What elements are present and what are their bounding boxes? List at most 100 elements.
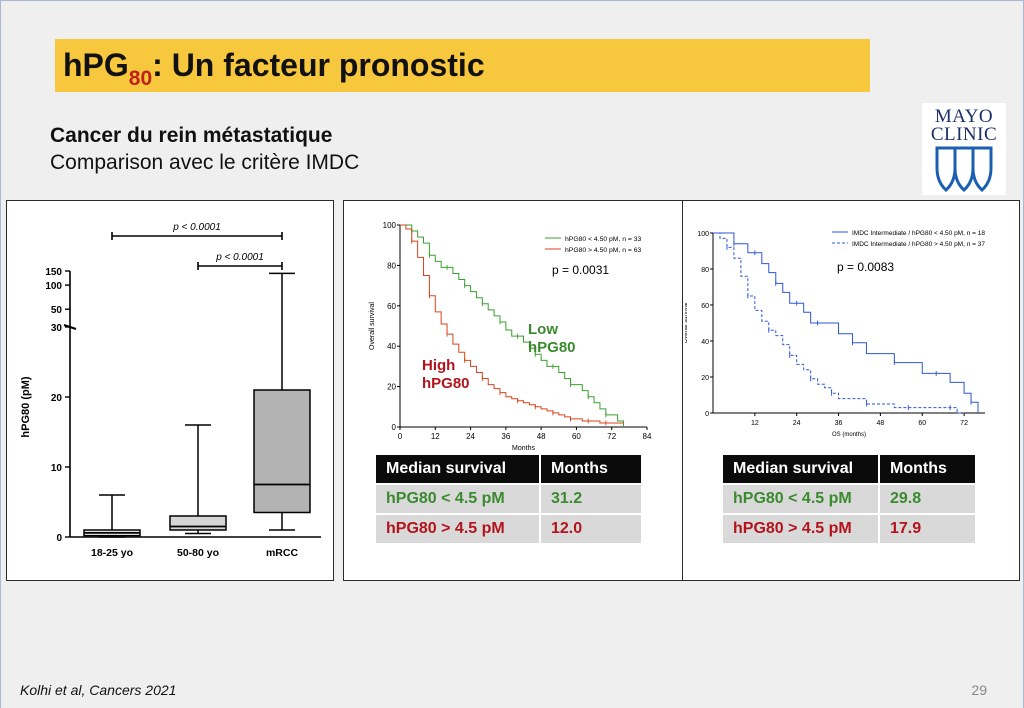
x-tick-label: 36 [501,432,510,441]
box [253,389,311,514]
y-tick-label: 80 [387,261,396,270]
table-row: hPG80 > 4.5 pM 12.0 [376,515,641,543]
frame-line-left [0,0,1,708]
table-cell: 31.2 [541,485,641,513]
y-tick-label: 20 [51,393,63,404]
y-tick-label: 100 [383,221,397,230]
x-tick-label: mRCC [266,547,299,559]
y-axis-label: hPG80 (pM) [20,376,32,437]
y-axis-label: Overall survival [369,302,376,350]
p-value-label: p = 0.0083 [837,260,894,274]
y-tick-label: 40 [701,339,709,346]
title-bar [55,39,870,92]
survival-curve [400,224,624,427]
boxplot-panel: 0 10 20 30 50 100 150 hPG80 (pM) 18-25 yo 50-80 y… [6,200,334,581]
x-tick-label: 48 [876,420,884,427]
y-tick-label: 150 [45,267,62,278]
frame-line-top [0,0,1024,1]
mayo-clinic-logo: MAYO CLINIC [922,103,1006,195]
legend-label: IMDC Intermediate / hPG80 < 4.50 pM, n =… [852,230,985,237]
table-cell: 29.8 [880,485,975,513]
y-tick-label: 20 [701,375,709,382]
table-cell: hPG80 > 4.5 pM [376,515,539,543]
table-cell: hPG80 > 4.5 pM [723,515,878,543]
subtitle-bold: Cancer du rein métastatique [50,124,333,147]
km-panel-1: 0 20 40 60 80 100 0 12 24 36 48 60 72 84 Months Overall… [343,200,684,581]
y-tick-label: 0 [56,533,62,544]
x-tick-label: 60 [572,432,581,441]
p-value-label: p < 0.0001 [172,222,221,233]
curve-label: High [422,357,455,374]
p-value-label: p = 0.0031 [552,263,609,277]
y-tick-label: 0 [392,423,397,432]
km-chart-2: 0 20 40 60 80 100 12 24 36 48 60 72 OS (months) Overa… [685,215,1011,443]
table-header: Months [880,455,975,483]
y-tick-label: 10 [51,463,63,474]
table-header: Months [541,455,641,483]
x-tick-label: 12 [751,420,759,427]
table-header-row: Median survival Months [376,455,641,483]
table-row: hPG80 < 4.5 pM 31.2 [376,485,641,513]
median-table-2: Median survival Months hPG80 < 4.5 pM 29… [721,453,977,545]
y-tick-label: 40 [387,342,396,351]
x-axis-label: OS (months) [832,432,866,438]
km-chart-1: 0 20 40 60 80 100 0 12 24 36 48 60 72 84 Months Overall… [350,208,670,453]
logo-word-1: MAYO [934,106,994,127]
y-tick-label: 0 [705,411,709,418]
x-tick-label: 72 [607,432,616,441]
x-tick-label: 48 [537,432,546,441]
survival-curve [713,232,965,414]
x-tick-label: 60 [918,420,926,427]
table-header-row: Median survival Months [723,455,975,483]
curve-label: hPG80 [422,375,470,392]
curve-label: Low [528,321,558,338]
legend-label: IMDC Intermediate / hPG80 > 4.50 pM, n =… [852,241,985,248]
title-rest: : Un facteur pronostic [152,47,485,83]
x-tick-label: 50-80 yo [177,547,219,559]
x-axis-label: Months [512,445,535,452]
p-value-label: p < 0.0001 [215,252,264,263]
y-axis-label: Overall survival [685,302,689,343]
y-tick-label: 100 [697,231,709,238]
legend-label: hPG80 < 4.50 pM, n = 33 [565,236,642,243]
title-subscript: 80 [128,67,153,90]
y-tick-label: 100 [45,281,62,292]
table-row: hPG80 > 4.5 pM 17.9 [723,515,975,543]
shield-icon [935,146,993,192]
survival-curve [713,232,979,413]
y-tick-label: 30 [51,323,63,334]
y-tick-label: 60 [701,303,709,310]
x-tick-label: 12 [431,432,440,441]
x-tick-label: 24 [466,432,475,441]
x-tick-label: 36 [835,420,843,427]
x-tick-label: 72 [960,420,968,427]
x-tick-label: 18-25 yo [91,547,133,559]
subtitle: Comparison avec le critère IMDC [50,151,360,174]
curve-label: hPG80 [528,339,576,356]
title-main: hPG [63,47,129,83]
slide-title: hPG80: Un facteur pronostic [63,47,485,90]
x-tick-label: 24 [793,420,801,427]
median-table-1: Median survival Months hPG80 < 4.5 pM 31… [374,453,643,545]
x-tick-label: 84 [643,432,652,441]
legend-label: hPG80 > 4.50 pM, n = 63 [565,247,642,254]
table-row: hPG80 < 4.5 pM 29.8 [723,485,975,513]
table-cell: 12.0 [541,515,641,543]
citation: Kolhi et al, Cancers 2021 [20,682,177,698]
km-panel-2: 0 20 40 60 80 100 12 24 36 48 60 72 OS (months) Overa… [682,200,1020,581]
y-tick-label: 80 [701,267,709,274]
table-cell: hPG80 < 4.5 pM [376,485,539,513]
y-tick-label: 20 [387,383,396,392]
box [169,515,227,531]
table-cell: hPG80 < 4.5 pM [723,485,878,513]
survival-curve [400,224,624,424]
x-tick-label: 0 [398,432,403,441]
y-tick-label: 50 [51,305,63,316]
y-tick-label: 60 [387,302,396,311]
table-header: Median survival [376,455,539,483]
table-header: Median survival [723,455,878,483]
boxplot-chart: 0 10 20 30 50 100 150 hPG80 (pM) 18-25 yo 50-80 y… [20,222,321,559]
logo-word-2: CLINIC [930,124,998,145]
table-cell: 17.9 [880,515,975,543]
page-number: 29 [971,682,987,698]
